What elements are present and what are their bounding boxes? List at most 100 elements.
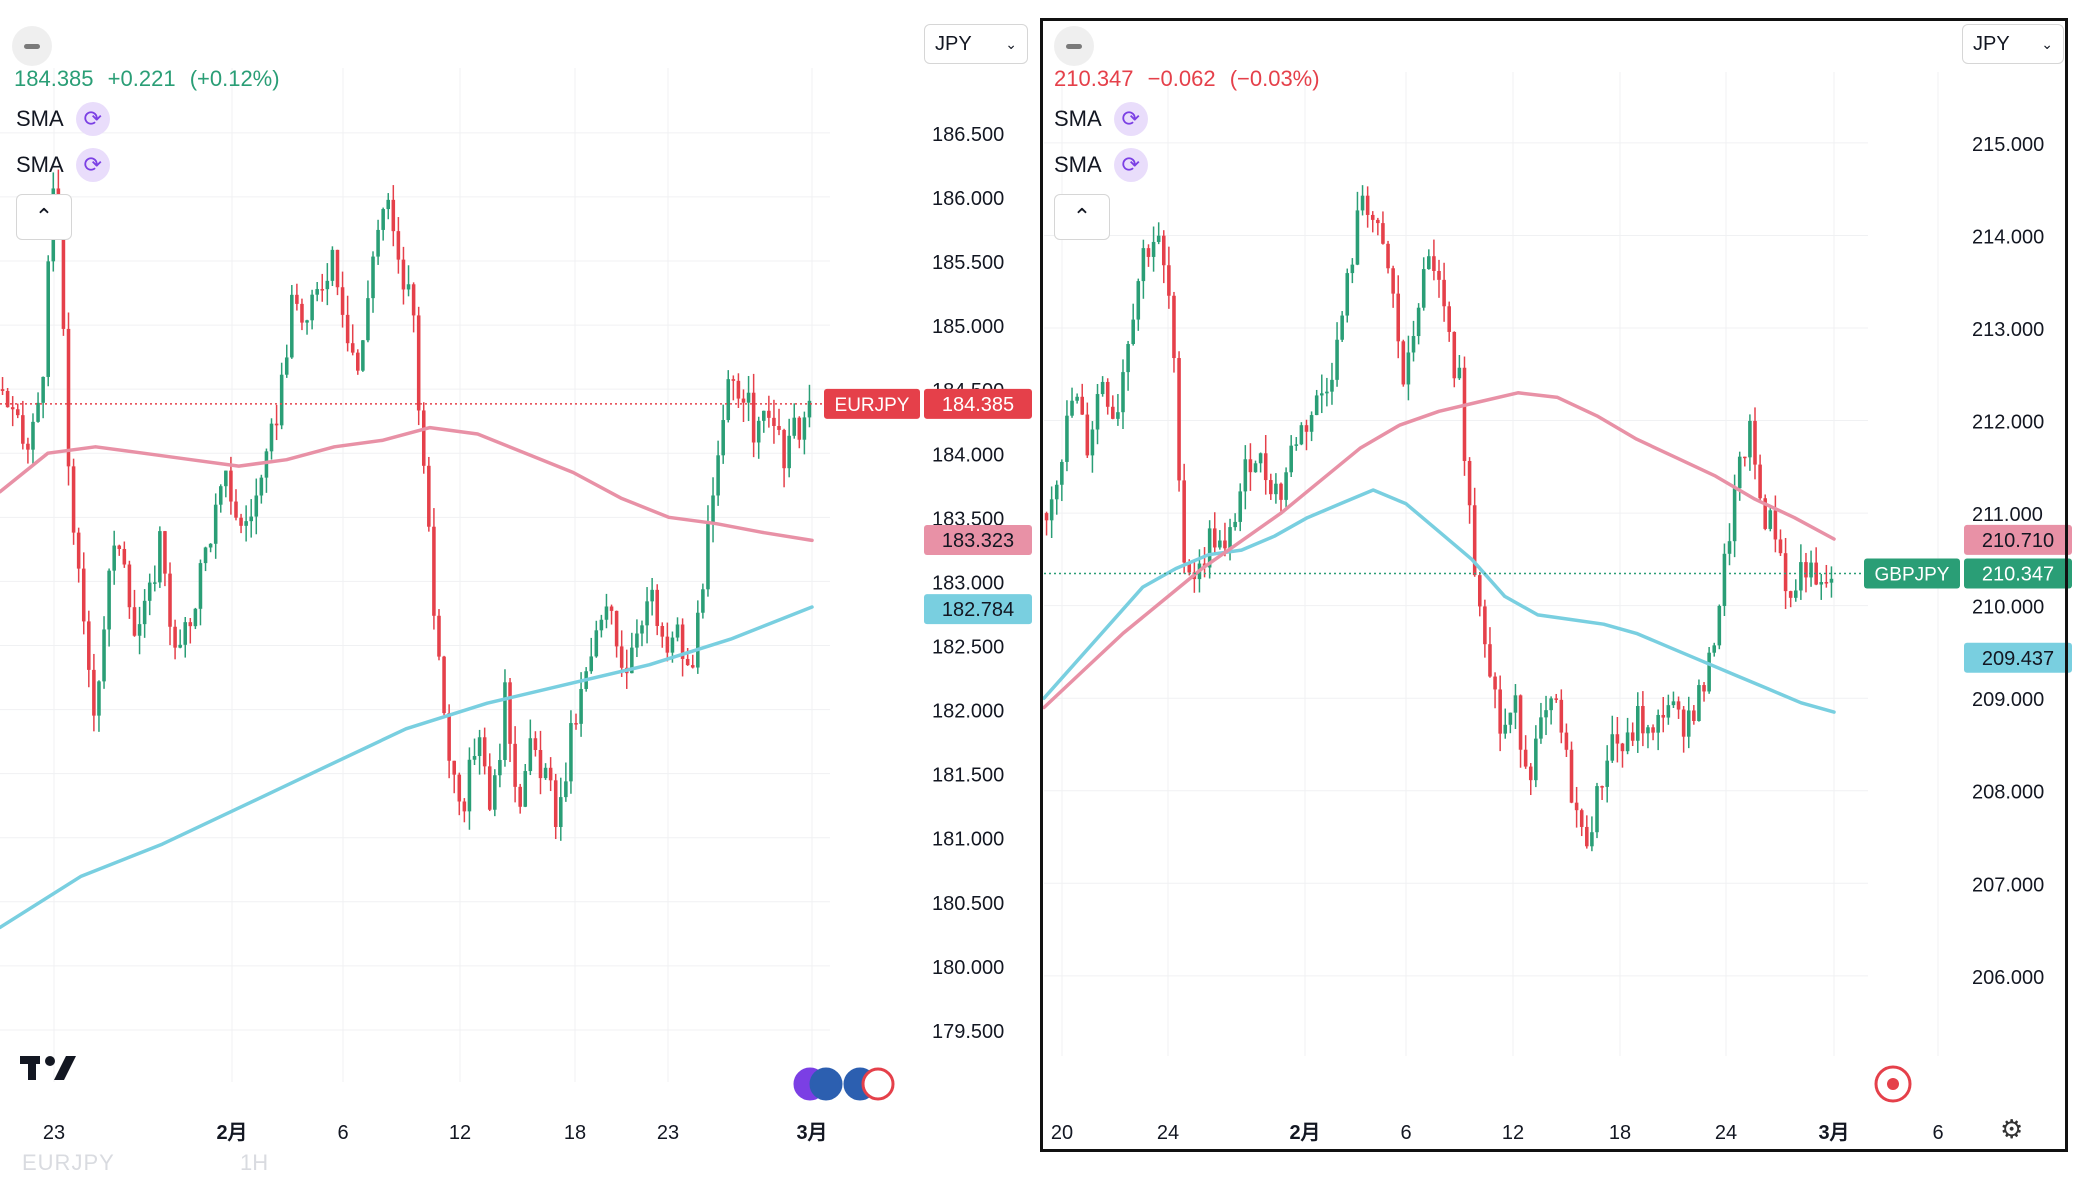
event-marker-icon[interactable] bbox=[809, 1067, 843, 1101]
y-tick-label: 214.000 bbox=[1972, 226, 2044, 248]
candle-body bbox=[239, 517, 243, 526]
candle-body bbox=[1753, 420, 1757, 465]
candle-body bbox=[213, 504, 218, 544]
candle-body bbox=[1467, 460, 1472, 506]
sma-line-blue bbox=[1042, 391, 1836, 710]
candle-body bbox=[1223, 540, 1227, 549]
minus-icon bbox=[24, 43, 40, 49]
candle-body bbox=[1513, 695, 1518, 713]
candle-body bbox=[1172, 295, 1176, 359]
x-tick-label: 20 bbox=[1051, 1122, 1073, 1144]
eurjpy-chart-svg[interactable]: 186.500186.000185.500185.000184.500184.0… bbox=[0, 0, 1036, 1179]
candle-body bbox=[1763, 498, 1767, 529]
candle-body bbox=[1263, 453, 1268, 481]
sma-line-blue bbox=[0, 605, 814, 930]
candle-body bbox=[1646, 727, 1650, 734]
sync-icon[interactable]: ⟳ bbox=[1113, 102, 1148, 136]
indicator-row-sma-2[interactable]: SMA ⟳ bbox=[16, 148, 110, 182]
sync-icon[interactable]: ⟳ bbox=[75, 102, 110, 136]
pane-menu-button[interactable] bbox=[12, 26, 52, 66]
sync-icon[interactable]: ⟳ bbox=[75, 148, 110, 182]
indicator-row-sma-1[interactable]: SMA ⟳ bbox=[16, 102, 110, 136]
candle-body bbox=[1080, 396, 1085, 415]
candle-body bbox=[1156, 235, 1161, 242]
candle-body bbox=[1299, 425, 1304, 445]
candle-body bbox=[1136, 281, 1141, 320]
y-tick-label: 183.000 bbox=[932, 572, 1004, 594]
indicator-row-sma-2[interactable]: SMA ⟳ bbox=[1054, 148, 1148, 182]
collapse-indicators-button[interactable]: ⌃ bbox=[1054, 194, 1110, 240]
candle-body bbox=[92, 669, 96, 716]
candle-body bbox=[1340, 315, 1344, 340]
candle-body bbox=[650, 589, 654, 602]
candle-body bbox=[1737, 456, 1742, 489]
candle-body bbox=[777, 425, 781, 430]
candle-body bbox=[188, 622, 193, 627]
candle-body bbox=[264, 451, 269, 478]
candle-body bbox=[320, 289, 325, 291]
y-tick-label: 182.500 bbox=[932, 636, 1004, 658]
candle-body bbox=[442, 656, 446, 714]
candle-body bbox=[244, 521, 248, 526]
candle-body bbox=[132, 607, 137, 636]
x-tick-label: 3月 bbox=[1818, 1122, 1849, 1144]
candle-body bbox=[1248, 459, 1253, 473]
y-tick-label: 208.000 bbox=[1972, 782, 2044, 804]
candle-body bbox=[1508, 712, 1513, 725]
sync-icon[interactable]: ⟳ bbox=[1113, 148, 1148, 182]
chart-panel-gbpjpy[interactable]: 215.000 214.000 213.000 212.000 211.000 210.0… bbox=[1040, 0, 2074, 1179]
y-tick-label: 215.000 bbox=[1972, 134, 2044, 156]
candle-body bbox=[1819, 582, 1824, 585]
candle-body bbox=[284, 357, 289, 375]
candle-body bbox=[127, 564, 132, 608]
symbol-watermark: EURJPY bbox=[22, 1150, 115, 1175]
pane-menu-button[interactable] bbox=[1054, 26, 1094, 66]
x-tick-label: 18 bbox=[1609, 1122, 1631, 1144]
candle-body bbox=[493, 775, 497, 810]
currency-select[interactable]: JPY ⌄ bbox=[1962, 24, 2064, 64]
candle-body bbox=[1712, 645, 1717, 653]
candle-body bbox=[1518, 695, 1523, 750]
y-tick-label: 213.000 bbox=[1972, 319, 2044, 341]
candle-body bbox=[599, 619, 604, 631]
candle-body bbox=[1743, 456, 1747, 459]
candle-body bbox=[1207, 528, 1212, 568]
candle-body bbox=[112, 545, 116, 571]
header-change: +0.221 bbox=[107, 66, 176, 91]
candle-body bbox=[574, 723, 578, 725]
candle-body bbox=[1274, 483, 1278, 495]
candle-body bbox=[1105, 381, 1110, 407]
candle-body bbox=[203, 547, 208, 564]
chart-panel-eurjpy[interactable]: 186.500186.000185.500185.000184.500184.0… bbox=[0, 0, 1036, 1179]
candle-body bbox=[1187, 562, 1192, 573]
candle-body bbox=[107, 570, 111, 630]
currency-select[interactable]: JPY ⌄ bbox=[924, 24, 1028, 64]
last-symbol-badge bbox=[824, 388, 920, 419]
candle-body bbox=[1355, 210, 1360, 265]
x-tick-label: 12 bbox=[1502, 1122, 1524, 1144]
sma-value-text: 183.323 bbox=[942, 530, 1014, 552]
last-symbol-badge bbox=[1864, 558, 1960, 589]
candle-body bbox=[487, 766, 492, 810]
candle-body bbox=[1442, 279, 1446, 307]
candle-body bbox=[269, 423, 274, 452]
collapse-indicators-button[interactable]: ⌃ bbox=[16, 194, 72, 240]
minus-icon bbox=[1066, 43, 1082, 49]
event-marker-icon[interactable] bbox=[861, 1067, 895, 1101]
candle-body bbox=[1376, 219, 1380, 224]
candle-body bbox=[538, 749, 543, 779]
candle-body bbox=[1768, 510, 1773, 529]
candle-body bbox=[457, 774, 462, 802]
settings-gear-icon[interactable]: ⚙ bbox=[2000, 1114, 2024, 1144]
candle-body bbox=[1126, 344, 1130, 373]
candle-body bbox=[1447, 306, 1451, 332]
candle-body bbox=[660, 625, 665, 637]
candle-body bbox=[117, 545, 122, 549]
candle-body bbox=[26, 443, 30, 450]
indicator-row-sma-1[interactable]: SMA ⟳ bbox=[1054, 102, 1148, 136]
candle-body bbox=[1131, 319, 1135, 345]
candle-body bbox=[416, 315, 421, 411]
candle-body bbox=[1095, 394, 1100, 430]
gbpjpy-chart-svg[interactable]: 215.000 214.000 213.000 212.000 211.000 210.0… bbox=[1040, 0, 2074, 1179]
candle-body bbox=[295, 294, 299, 304]
